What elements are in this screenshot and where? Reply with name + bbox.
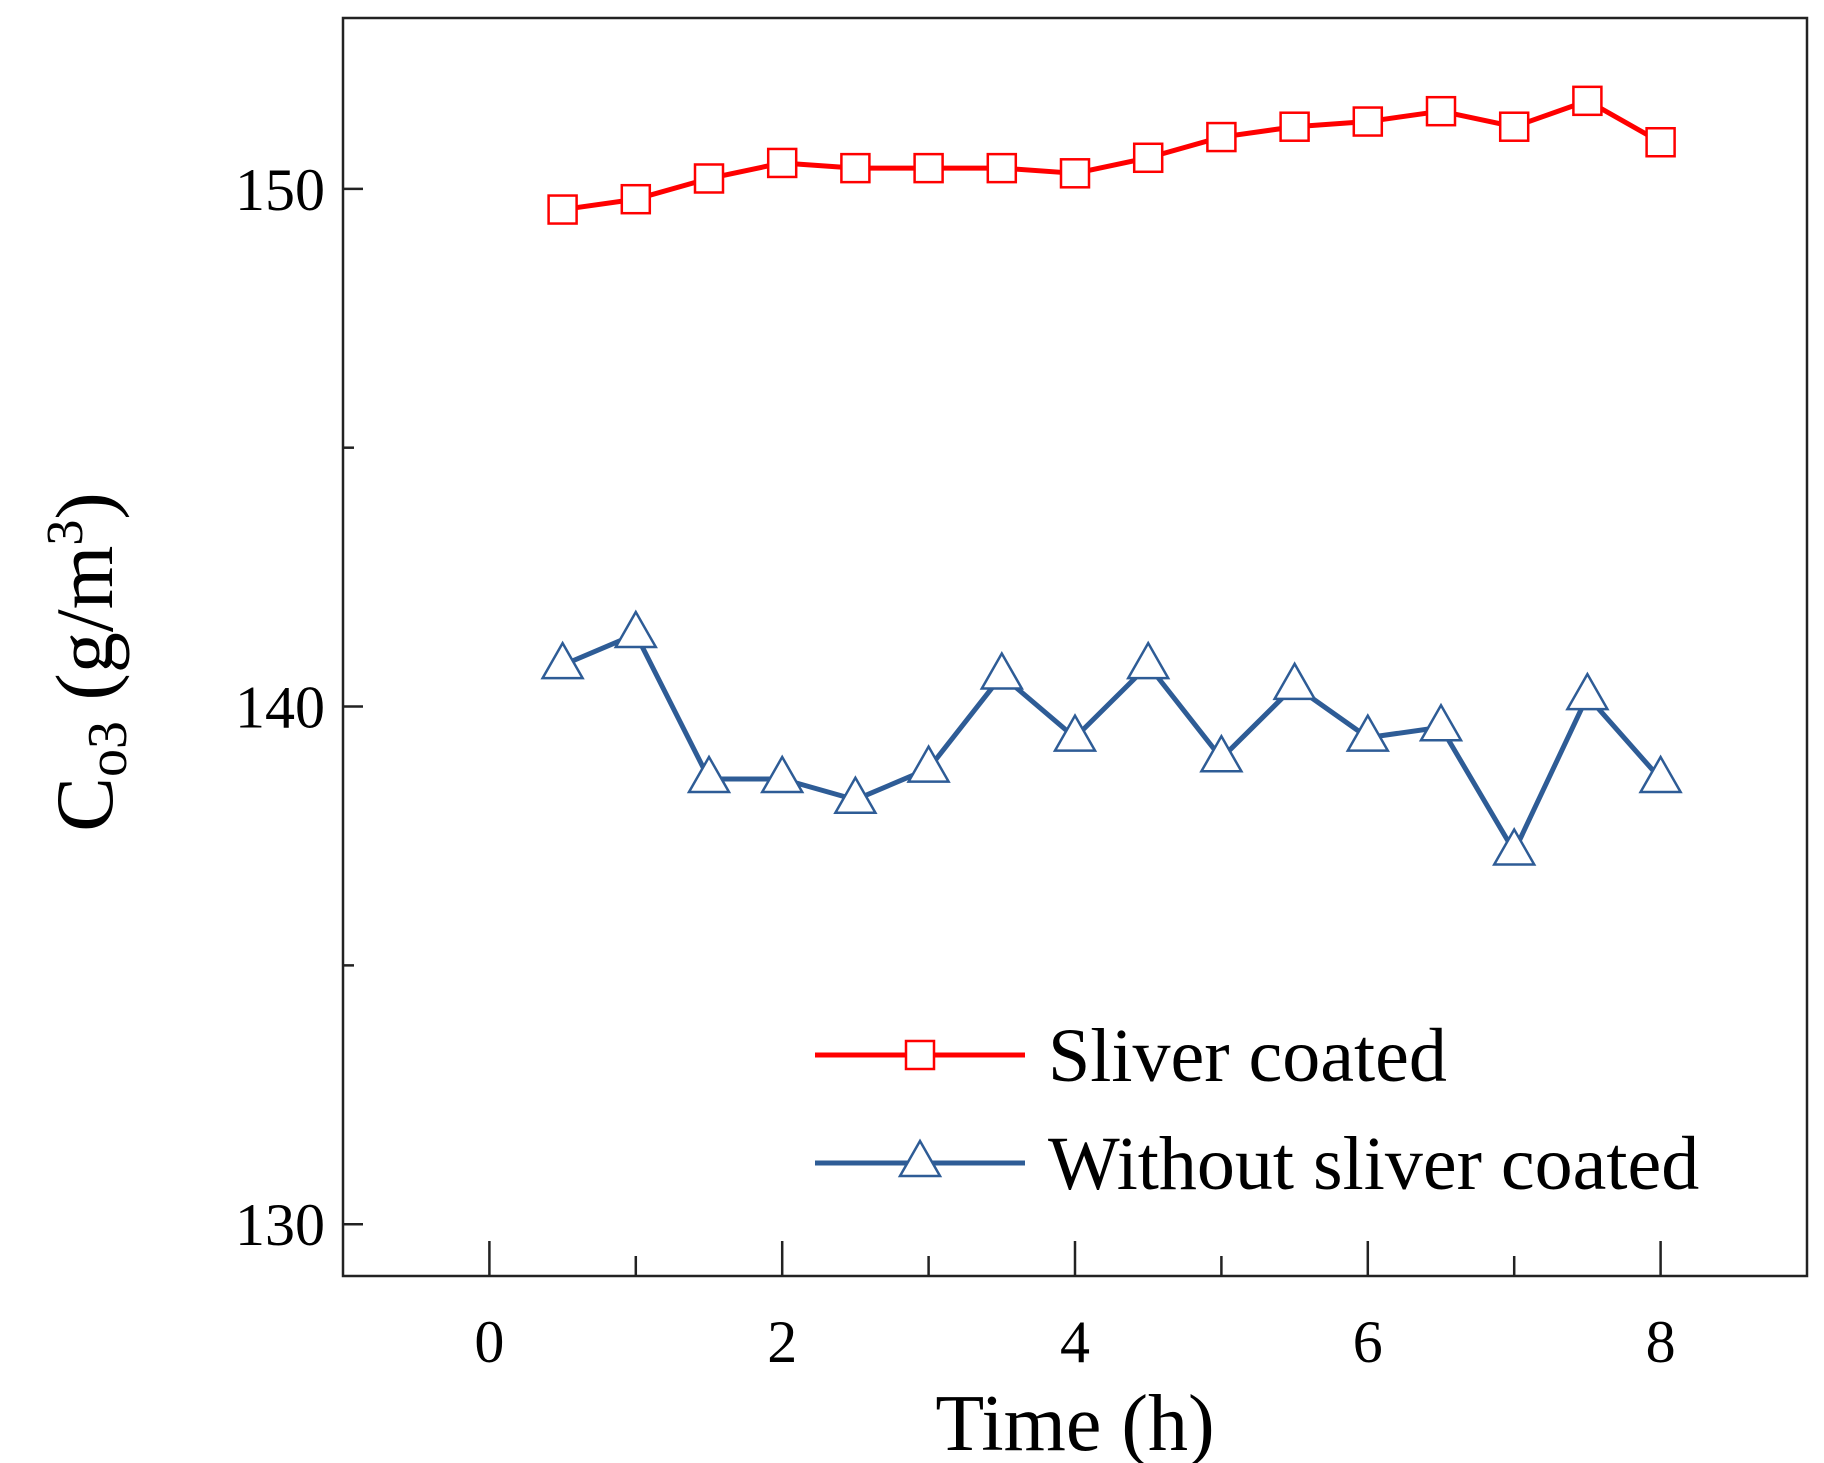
legend-item: Without sliver coated xyxy=(815,1122,1699,1206)
data-point xyxy=(979,650,1024,690)
y-axis: 130 140 150 xyxy=(235,157,363,1258)
legend-label: Sliver coated xyxy=(1048,1014,1447,1098)
data-point xyxy=(1132,142,1164,174)
data-point xyxy=(540,640,585,680)
x-tick-label: 4 xyxy=(1060,1309,1090,1375)
data-point xyxy=(1272,661,1317,701)
x-tick-label: 0 xyxy=(474,1309,504,1375)
series-line xyxy=(561,631,1663,854)
data-point xyxy=(1498,111,1530,142)
data-point xyxy=(913,152,944,184)
series-sliver-coated xyxy=(547,85,1676,225)
data-point xyxy=(833,775,878,814)
y-axis-title-main: C xyxy=(39,777,130,832)
x-axis: 0 2 4 6 8 xyxy=(474,1241,1676,1375)
y-axis-title-unit-close: ) xyxy=(39,492,130,519)
y-axis-title-subscript: o3 xyxy=(77,721,139,777)
x-tick-label: 6 xyxy=(1353,1309,1383,1375)
y-tick-label: 150 xyxy=(235,157,325,223)
legend-item: Sliver coated xyxy=(815,1014,1447,1098)
data-point xyxy=(760,754,805,794)
legend: Sliver coated Without sliver coated xyxy=(815,1014,1699,1206)
data-point xyxy=(1199,733,1244,773)
data-point xyxy=(766,147,798,179)
data-point xyxy=(620,183,652,215)
legend-label: Without sliver coated xyxy=(1048,1122,1699,1206)
legend-marker xyxy=(904,1039,936,1071)
data-point xyxy=(1059,158,1091,189)
series-line xyxy=(562,98,1662,213)
data-point xyxy=(1565,671,1610,711)
data-point xyxy=(693,163,725,194)
data-point xyxy=(1638,754,1683,794)
series-without-sliver-coated xyxy=(540,609,1683,866)
data-point xyxy=(1572,85,1603,117)
data-point xyxy=(840,152,871,184)
y-axis-title: Co3 (g/m3) xyxy=(37,492,139,831)
series-layer xyxy=(540,85,1683,866)
y-axis-title-superscript: 3 xyxy=(37,520,94,546)
data-point xyxy=(547,194,578,225)
y-axis-title-unit-open: (g/m xyxy=(39,546,130,721)
data-point xyxy=(906,744,951,783)
y-tick-label: 140 xyxy=(235,675,325,741)
data-point xyxy=(1425,95,1457,127)
x-tick-label: 2 xyxy=(767,1309,797,1375)
data-point xyxy=(986,152,1018,184)
data-point xyxy=(1052,713,1098,752)
data-point xyxy=(1645,126,1676,158)
data-point xyxy=(1345,713,1390,752)
y-tick-label: 130 xyxy=(235,1192,325,1258)
data-point xyxy=(1279,111,1310,142)
data-point xyxy=(1352,106,1384,137)
x-tick-label: 8 xyxy=(1646,1309,1676,1375)
legend-marker xyxy=(897,1138,943,1178)
x-axis-title: Time (h) xyxy=(935,1380,1214,1463)
data-point xyxy=(1126,640,1171,680)
data-point xyxy=(686,754,732,794)
data-point xyxy=(1418,702,1464,742)
data-point xyxy=(1492,826,1537,866)
data-point xyxy=(1206,121,1237,153)
data-point xyxy=(613,609,658,649)
